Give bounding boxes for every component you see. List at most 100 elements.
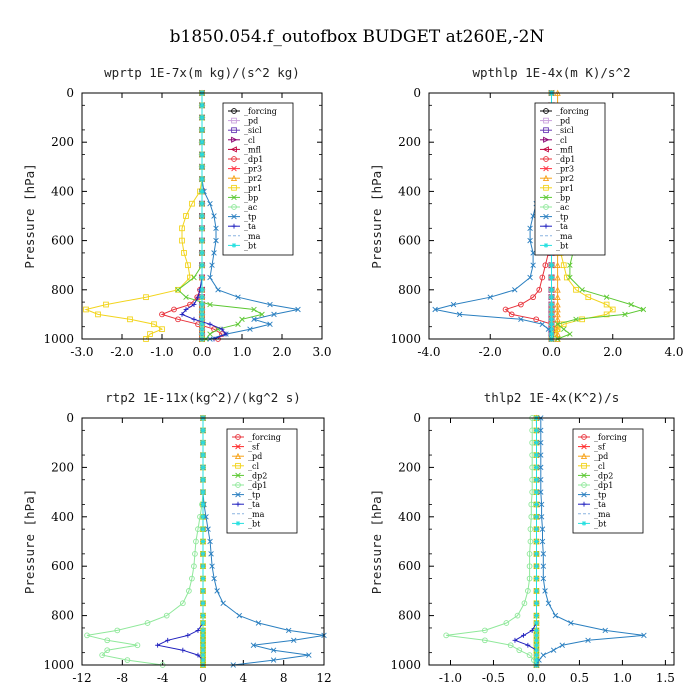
series-point-bp bbox=[579, 287, 585, 293]
series-point-dp1 bbox=[163, 612, 170, 619]
y-tick-label: 1000 bbox=[390, 332, 421, 346]
series-point-pr1 bbox=[185, 262, 191, 269]
series-point-dp1 bbox=[502, 306, 509, 313]
series-point-pr2 bbox=[554, 261, 561, 269]
series-point-tp bbox=[255, 620, 262, 626]
x-tick-label: 1.0 bbox=[613, 671, 632, 685]
series-point-tp bbox=[487, 294, 493, 300]
series-point-tp bbox=[530, 262, 536, 268]
series-point-ta bbox=[191, 316, 197, 322]
chart-panel-wprtp: wprtp 1E-7x(m kg)/(s^2 kg) Pressure [hPa]… bbox=[22, 65, 332, 359]
series-point-tp bbox=[538, 477, 544, 483]
series-point-bp bbox=[207, 301, 213, 308]
series-point-bt bbox=[199, 189, 205, 194]
legend-marker-dp1 bbox=[543, 156, 549, 162]
series-point-bp bbox=[215, 326, 221, 332]
series-point-ta bbox=[165, 637, 171, 643]
series-point-pr1 bbox=[189, 200, 195, 207]
legend-label: _dp2 bbox=[594, 471, 613, 480]
series-point-bp bbox=[183, 294, 189, 300]
legend-label: _forcing bbox=[594, 433, 627, 442]
series-point-bt bbox=[200, 647, 206, 653]
series-point-pr1 bbox=[83, 306, 89, 313]
x-tick-label: 1.0 bbox=[232, 345, 251, 359]
legend-marker-dp1 bbox=[231, 156, 237, 162]
x-tick-label: 0.5 bbox=[570, 671, 589, 685]
series-point-bt bbox=[534, 613, 539, 618]
series-point-bp bbox=[561, 326, 567, 332]
series-point-bt bbox=[534, 600, 539, 606]
legend-label: _sicl bbox=[244, 126, 262, 135]
series-point-bp bbox=[640, 306, 647, 313]
series-point-tp bbox=[542, 588, 548, 594]
y-tick-label: 400 bbox=[51, 184, 74, 198]
legend-marker-pr1 bbox=[231, 184, 237, 191]
legend-marker-tp bbox=[231, 213, 237, 220]
series-point-ta bbox=[521, 632, 526, 638]
legend-label: _pr2 bbox=[556, 174, 574, 183]
series-point-tp bbox=[538, 439, 544, 446]
series-point-tp bbox=[285, 627, 292, 634]
legend-marker-ac bbox=[543, 204, 549, 210]
series-point-dp1 bbox=[114, 627, 121, 634]
series-point-bt bbox=[549, 312, 554, 317]
legend-marker-cl bbox=[543, 136, 550, 143]
series-point-bt bbox=[200, 477, 206, 483]
y-tick-label: 400 bbox=[51, 510, 74, 524]
legend-marker-bt bbox=[235, 521, 241, 526]
panel-title: rtp2 1E-11x(kg^2)/(kg^2 s) bbox=[105, 390, 301, 405]
series-point-tp bbox=[250, 642, 257, 648]
legend-marker-ac bbox=[231, 204, 237, 210]
legend-label: _mfl bbox=[556, 145, 574, 154]
series-point-tp bbox=[602, 627, 608, 634]
series-point-tp bbox=[456, 311, 463, 318]
legend-label: _pd bbox=[594, 452, 608, 461]
series-point-bt bbox=[200, 628, 206, 633]
legend-label: _ta bbox=[248, 500, 260, 509]
series-point-bt bbox=[534, 576, 539, 581]
series-point-bt bbox=[534, 551, 539, 557]
series-point-bt bbox=[200, 563, 206, 569]
series-point-tp bbox=[215, 287, 221, 293]
legend-marker-mfl bbox=[230, 146, 237, 153]
series-point-dp1 bbox=[530, 294, 536, 301]
series-point-bt bbox=[199, 238, 205, 243]
series-point-bp bbox=[259, 311, 265, 318]
series-point-bt bbox=[534, 489, 539, 495]
series-point-pr1 bbox=[127, 316, 133, 323]
x-tick-label: -1.0 bbox=[439, 671, 462, 685]
legend-label: _ac bbox=[244, 203, 258, 212]
y-tick-label: 200 bbox=[51, 135, 74, 149]
series-point-bt bbox=[534, 514, 539, 520]
legend-label: _cl bbox=[244, 136, 255, 145]
legend-label: _tp bbox=[594, 491, 606, 500]
series-point-bt bbox=[200, 657, 206, 663]
series-point-tp bbox=[540, 563, 547, 569]
series-point-pr2 bbox=[554, 293, 561, 301]
series-point-tp bbox=[538, 501, 545, 508]
x-tick-label: 8 bbox=[280, 671, 288, 685]
series-point-bt bbox=[199, 115, 205, 120]
series-point-tp bbox=[538, 514, 545, 520]
series-point-bt bbox=[200, 613, 206, 618]
series-point-tp bbox=[271, 311, 277, 318]
series-point-dp1 bbox=[514, 612, 521, 619]
plot-frame bbox=[81, 92, 323, 340]
series-point-bt bbox=[549, 262, 554, 268]
x-tick-label: -4.0 bbox=[417, 345, 440, 359]
series-point-bt bbox=[534, 637, 539, 643]
series-point-tp bbox=[540, 575, 547, 582]
y-tick-label: 200 bbox=[398, 135, 421, 149]
series-point-bp bbox=[191, 274, 197, 281]
series-point-tp bbox=[213, 237, 219, 244]
series-point-ta bbox=[191, 302, 197, 307]
series-point-pr1 bbox=[609, 306, 616, 313]
series-point-tp bbox=[207, 200, 213, 207]
legend-label: _ma bbox=[556, 232, 573, 241]
series-point-tp bbox=[211, 250, 217, 256]
y-tick-label: 600 bbox=[51, 234, 74, 248]
series-point-bt bbox=[534, 477, 539, 483]
chart-panel-wpthlp: wpthlp 1E-4x(m K)/s^2 Pressure [hPa] 0 200 4… bbox=[369, 65, 684, 359]
series-point-tp bbox=[270, 657, 277, 663]
series-point-bt bbox=[549, 326, 554, 332]
